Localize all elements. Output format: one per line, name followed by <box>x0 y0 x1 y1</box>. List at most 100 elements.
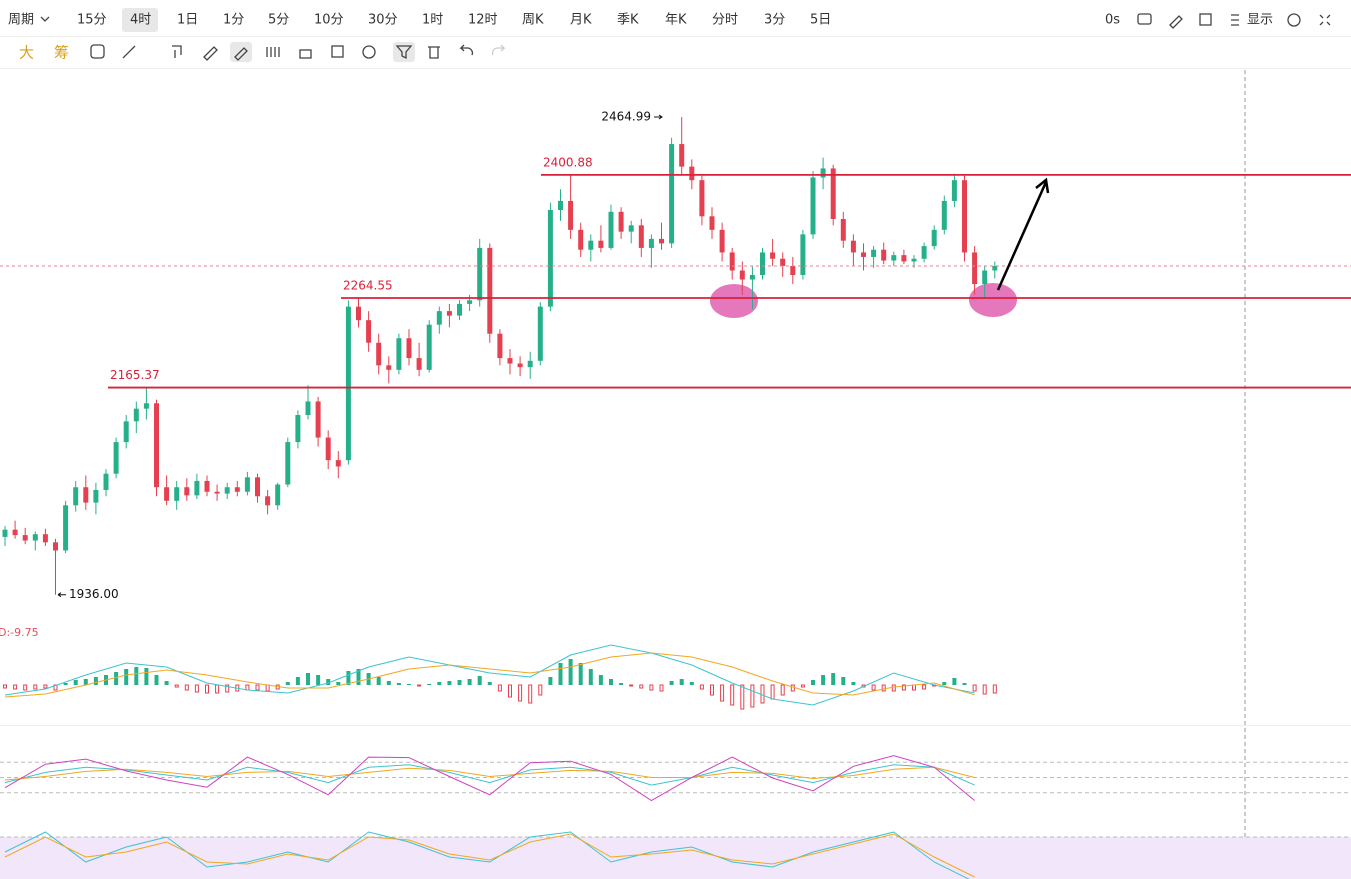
macd-bar <box>93 677 98 685</box>
candle-body <box>194 480 200 496</box>
macd-bar <box>396 683 401 685</box>
candle-body <box>568 200 574 230</box>
macd-bar <box>609 679 613 685</box>
macd-bar <box>225 684 230 693</box>
undo-frame-icon[interactable] <box>1199 13 1212 26</box>
period-tab[interactable]: 分时 <box>712 13 738 28</box>
price-level-label: 2264.55 <box>343 278 393 292</box>
period-tab[interactable]: 12时 <box>468 13 498 28</box>
macd-bar <box>194 684 199 693</box>
macd-bar <box>73 680 78 685</box>
tool-icon[interactable] <box>172 45 182 58</box>
indicator-line <box>4 644 975 706</box>
candle-body <box>881 249 887 261</box>
candle-body <box>295 414 301 443</box>
list-icon[interactable] <box>1231 14 1239 26</box>
candle-body <box>93 489 99 503</box>
macd-bar <box>295 677 300 685</box>
tool-selected[interactable] <box>230 42 252 62</box>
period-tab[interactable]: 4时 <box>130 13 151 28</box>
fullscreen-icon[interactable] <box>1319 14 1331 26</box>
tool-selected[interactable] <box>393 42 415 62</box>
drawn-arrow <box>996 181 1048 291</box>
tool-icon[interactable] <box>234 47 248 61</box>
tool-button[interactable]: 大 <box>19 44 34 62</box>
tool-icon[interactable] <box>299 49 312 59</box>
tool-icon[interactable] <box>362 45 376 59</box>
candle-body <box>598 240 604 248</box>
macd-bar <box>114 672 119 685</box>
candle-body <box>800 234 806 276</box>
macd-bar <box>841 677 846 685</box>
candle-body <box>133 408 139 422</box>
period-menu[interactable]: 周期 <box>8 13 34 28</box>
macd-bar <box>578 663 583 685</box>
undo-icon[interactable] <box>459 44 474 56</box>
macd-bar <box>649 684 654 691</box>
tool-icon[interactable] <box>203 46 218 61</box>
camera-icon[interactable] <box>1137 13 1152 25</box>
period-tab[interactable]: 1分 <box>223 13 244 28</box>
macd-bar <box>316 675 321 685</box>
period-tab[interactable]: 季K <box>617 13 639 28</box>
period-tab[interactable]: 年K <box>665 13 687 28</box>
candle-body <box>123 421 129 443</box>
candle-body <box>416 358 422 370</box>
candle-body <box>426 324 432 370</box>
tool-button[interactable]: 筹 <box>54 44 69 62</box>
candle-body <box>558 200 563 210</box>
candle-body <box>739 270 745 280</box>
candle-body <box>729 252 735 271</box>
tool-icon[interactable] <box>331 45 344 58</box>
tool-icon[interactable] <box>90 44 105 59</box>
tool-icon[interactable] <box>266 47 280 57</box>
macd-bar <box>306 673 310 685</box>
macd-bar <box>508 684 512 698</box>
period-tab[interactable]: 1时 <box>422 13 443 28</box>
candle-body <box>356 306 361 321</box>
filter-icon[interactable] <box>395 45 413 60</box>
period-tab[interactable]: 1日 <box>177 13 198 28</box>
period-tab[interactable]: 月K <box>570 13 592 28</box>
candle-body <box>608 211 614 248</box>
period-tab[interactable]: 周K <box>522 13 544 28</box>
period-tab[interactable]: 15分 <box>77 13 107 28</box>
candle-body <box>497 333 503 359</box>
settings-icon[interactable] <box>1287 13 1301 27</box>
macd-bar <box>33 684 38 690</box>
macd-bar <box>871 684 876 691</box>
candle-body <box>749 275 755 280</box>
candle-body <box>648 238 654 248</box>
macd-bar <box>710 684 714 696</box>
period-tab[interactable]: 10分 <box>314 13 344 28</box>
macd-bar <box>912 684 916 691</box>
macd-bar <box>336 682 341 685</box>
indicator-line <box>4 764 975 786</box>
tool-icon[interactable] <box>122 45 136 59</box>
period-tab[interactable]: 3分 <box>764 13 785 28</box>
candle-body <box>386 365 392 370</box>
candle-body <box>941 200 947 230</box>
candle-body <box>53 542 58 551</box>
candle-body <box>154 403 159 488</box>
redo-icon[interactable] <box>491 44 506 56</box>
candle-body <box>507 358 513 364</box>
toolbar-icons <box>90 13 1331 62</box>
macd-bar <box>285 682 290 685</box>
pen-icon[interactable] <box>1169 15 1183 29</box>
macd-bar <box>437 682 442 685</box>
period-tab[interactable]: 5日 <box>810 13 831 28</box>
delete-icon[interactable] <box>428 46 440 59</box>
drawn-arrow-head <box>1035 177 1050 194</box>
macd-bar <box>972 684 977 692</box>
macd-bar <box>245 684 250 691</box>
candle-body <box>962 180 967 253</box>
macd-bar <box>184 684 189 691</box>
display-button[interactable]: 显示 <box>1247 13 1273 28</box>
period-tab[interactable]: 30分 <box>368 13 398 28</box>
macd-bar <box>63 683 68 685</box>
candle-body <box>113 442 119 474</box>
candle-body <box>628 225 634 232</box>
low-arrow <box>57 592 66 598</box>
period-tab[interactable]: 5分 <box>268 13 289 28</box>
